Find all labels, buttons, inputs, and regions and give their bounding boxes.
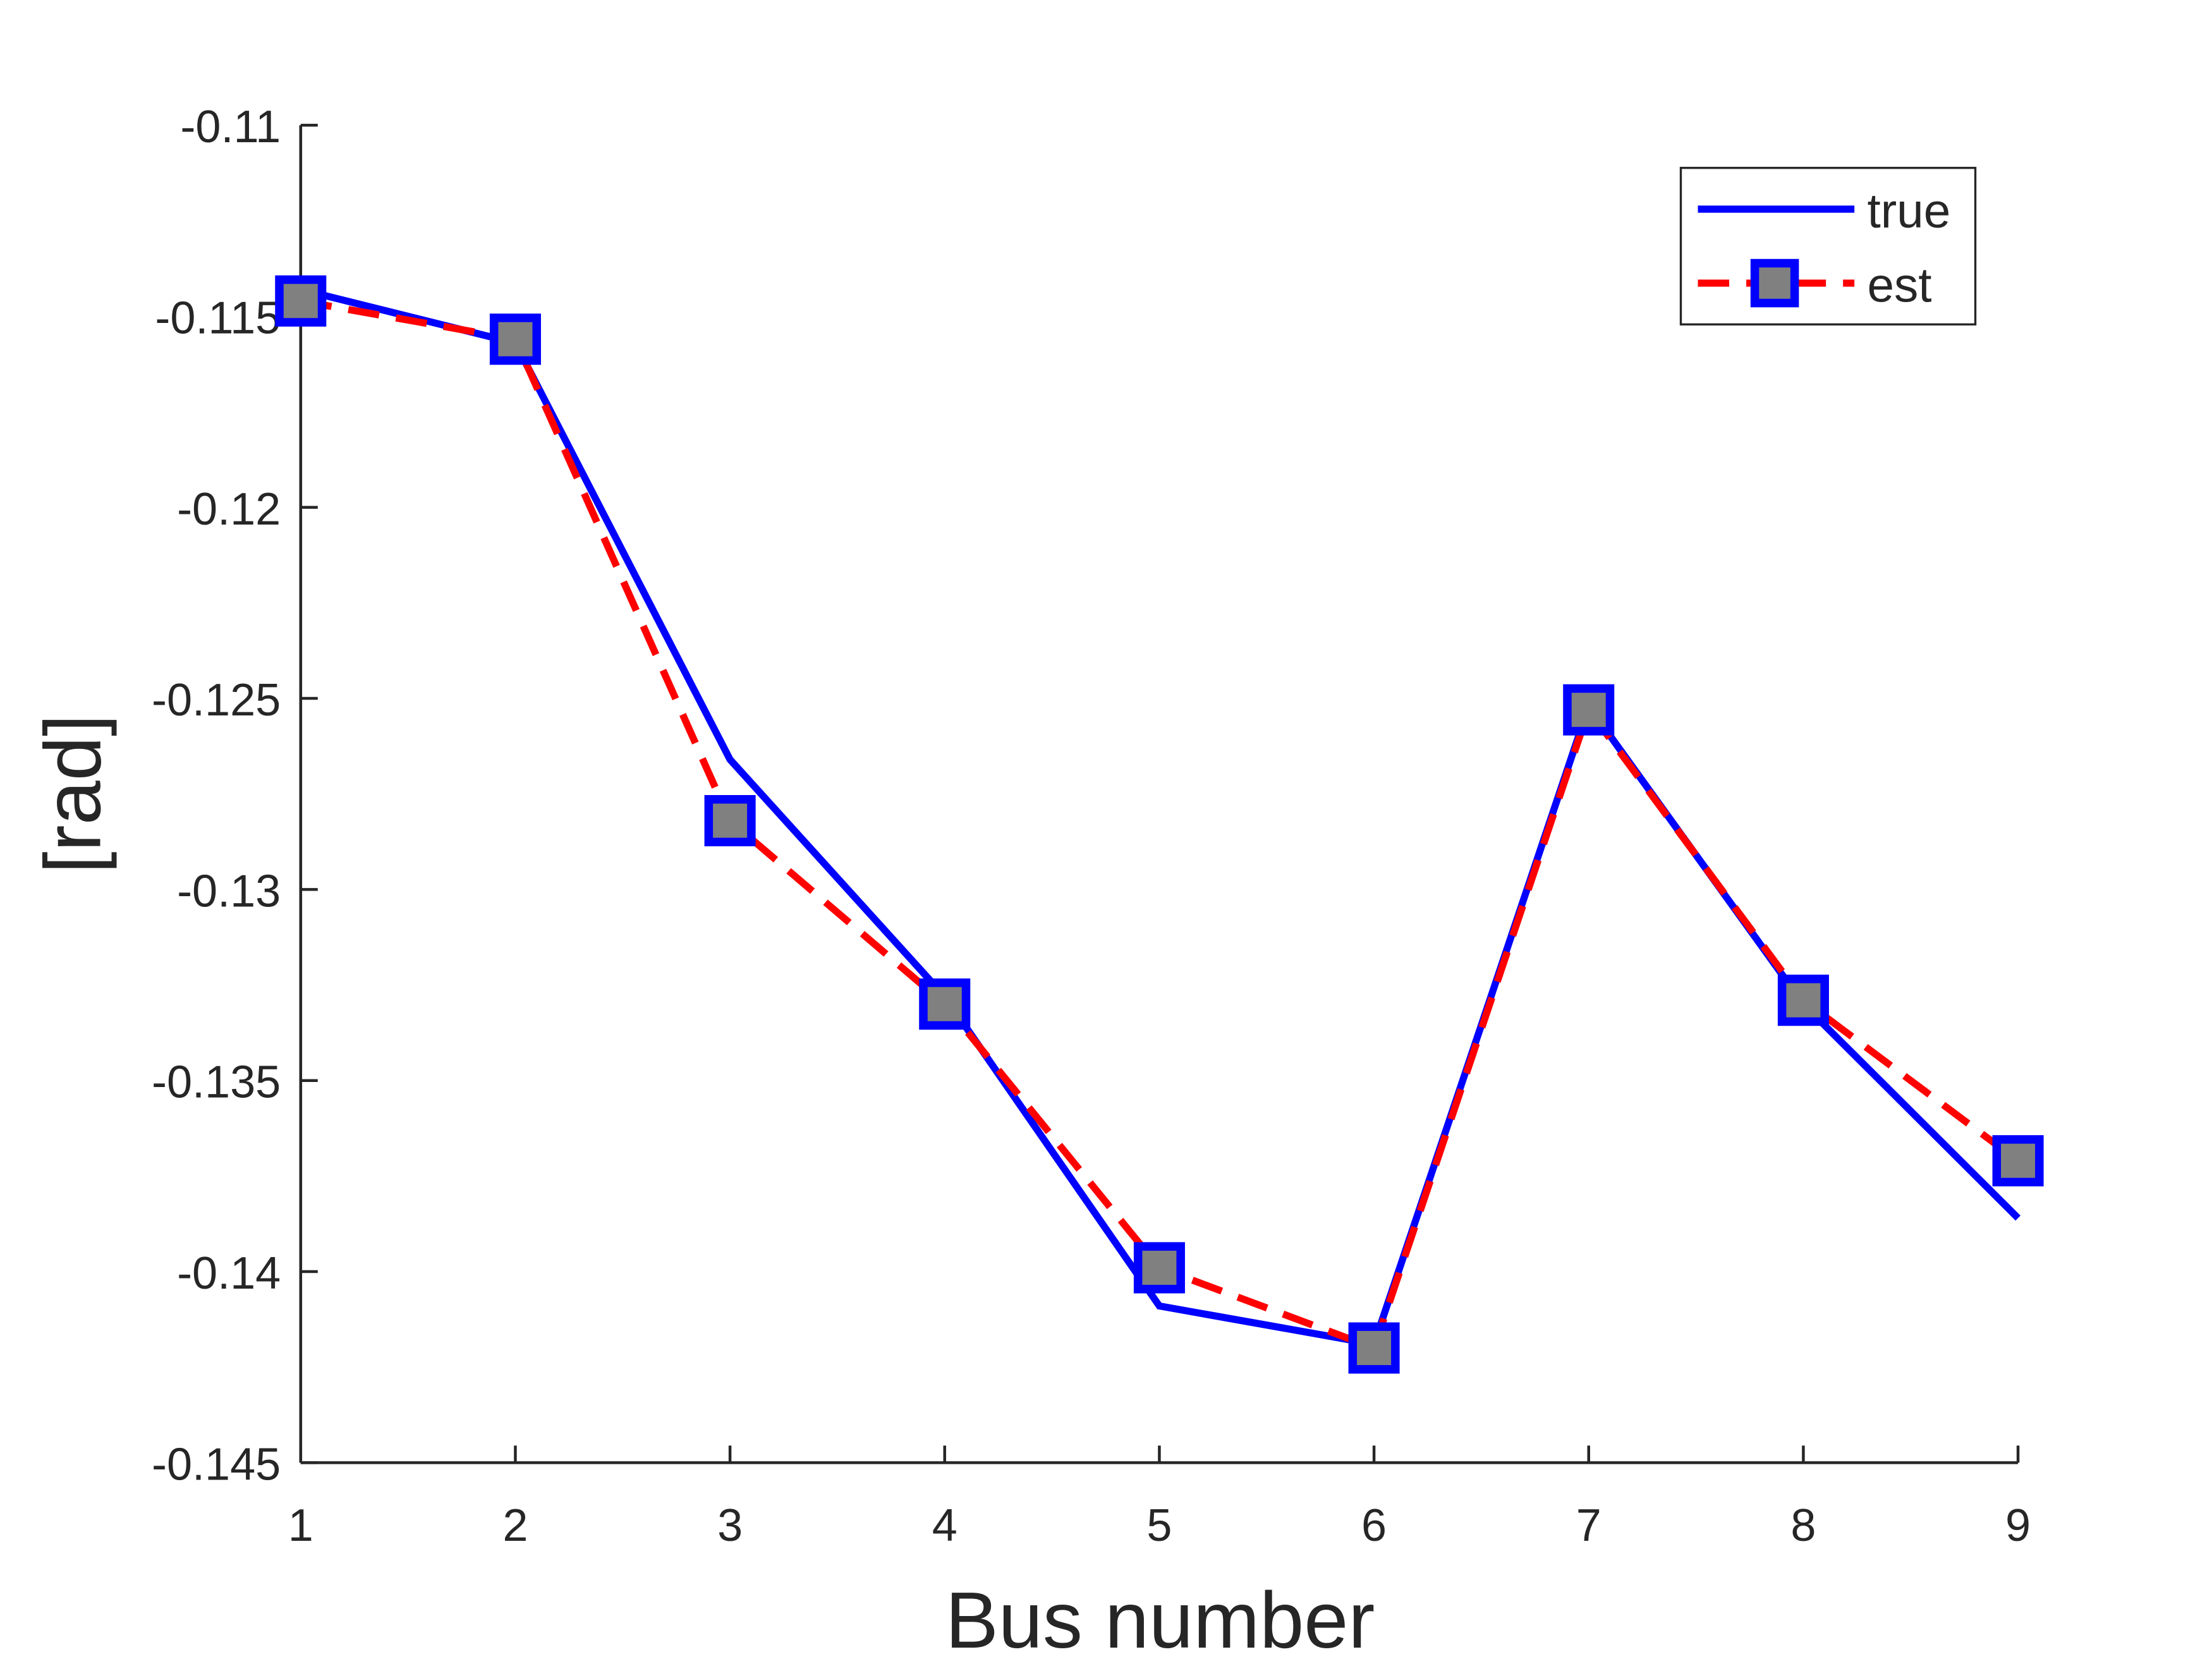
data-point-est: [1992, 1135, 2044, 1187]
y-tick-label: -0.12: [177, 484, 281, 535]
x-tick-label: 1: [288, 1500, 313, 1551]
data-point-est: [489, 313, 541, 365]
legend-box: [1679, 166, 1977, 325]
data-point-est: [275, 275, 327, 327]
legend-est-marker: [1750, 258, 1799, 308]
legend-est-label: est: [1867, 258, 1931, 312]
y-tick-label: -0.135: [152, 1057, 281, 1108]
legend: true est: [1679, 166, 1977, 325]
x-tick-label: 4: [932, 1500, 957, 1551]
y-axis-label: [rad]: [28, 714, 117, 873]
data-point-est: [919, 978, 971, 1030]
x-axis-ticks: 1 2 3 4 5 6 7 8 9: [288, 1445, 2031, 1551]
series-line-est: [300, 297, 2021, 1353]
series-layer: [275, 275, 2044, 1374]
legend-true-label: true: [1867, 185, 1950, 238]
x-tick-label: 6: [1361, 1500, 1387, 1551]
y-tick-label: -0.145: [152, 1439, 281, 1490]
y-axis-ticks: -0.145 -0.14 -0.135 -0.13 -0.125 -0.12 -0.115 -…: [152, 102, 318, 1490]
x-tick-label: 5: [1146, 1500, 1172, 1551]
x-tick-label: 9: [2005, 1500, 2031, 1551]
x-tick-label: 7: [1576, 1500, 1601, 1551]
y-tick-label: -0.11: [180, 102, 281, 152]
data-point-est: [1563, 684, 1615, 736]
x-axis-label: Bus number: [945, 1576, 1375, 1659]
data-point-est: [1348, 1322, 1400, 1374]
x-tick-label: 8: [1790, 1500, 1816, 1551]
data-point-est: [1133, 1242, 1185, 1294]
y-tick-label: -0.115: [155, 293, 281, 343]
series-line-true: [300, 286, 2021, 1349]
data-point-est: [704, 795, 756, 847]
data-point-est: [1777, 975, 1829, 1026]
y-tick-label: -0.14: [177, 1248, 281, 1299]
y-tick-label: -0.125: [152, 675, 281, 726]
y-tick-label: -0.13: [177, 866, 281, 916]
x-tick-label: 3: [717, 1500, 743, 1551]
x-tick-label: 2: [502, 1500, 528, 1551]
